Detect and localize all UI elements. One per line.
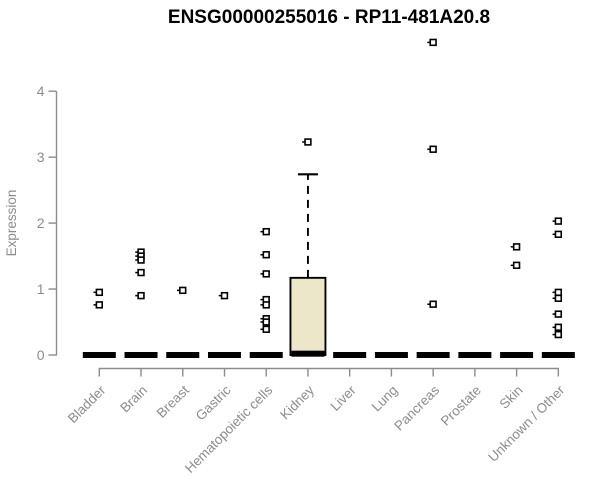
median-bar xyxy=(207,352,241,358)
x-tick-label: Unknown / Other xyxy=(485,382,568,465)
outlier-point xyxy=(137,268,145,277)
y-tick-label: 4 xyxy=(37,83,45,99)
outlier-point xyxy=(137,256,145,264)
x-tick-label: Pancreas xyxy=(391,382,442,433)
outlier-point xyxy=(304,138,312,146)
outlier-point xyxy=(95,288,104,297)
median-bar xyxy=(416,352,450,358)
outlier-point xyxy=(554,294,563,302)
median-bar xyxy=(541,352,575,358)
outlier-point xyxy=(554,288,563,297)
outlier-point xyxy=(262,301,270,309)
outlier-point xyxy=(262,318,270,326)
plot-area xyxy=(82,38,575,358)
x-tick-label: Gastric xyxy=(193,382,234,423)
x-tick-label: Liver xyxy=(328,382,360,414)
y-tick-label: 2 xyxy=(37,215,45,231)
y-axis-title: Expression xyxy=(4,190,19,257)
median-bar xyxy=(333,352,367,358)
outlier-point xyxy=(262,325,270,333)
x-tick-label: Kidney xyxy=(277,382,317,422)
outlier-point xyxy=(429,145,437,153)
median-bar xyxy=(374,352,408,358)
y-tick-label: 0 xyxy=(37,347,45,363)
outlier-point xyxy=(554,310,563,318)
outlier-point xyxy=(429,38,437,47)
outlier-point xyxy=(429,300,437,308)
median-bar xyxy=(291,350,325,357)
x-tick-label: Bladder xyxy=(65,382,109,426)
y-axis: 0 1 2 3 4 xyxy=(37,83,58,363)
median-bar xyxy=(124,352,158,358)
median-bar xyxy=(500,352,534,358)
outlier-point xyxy=(554,323,563,332)
outlier-point xyxy=(512,243,521,251)
outlier-point xyxy=(262,270,270,278)
x-tick-label: Breast xyxy=(154,382,192,420)
outlier-point xyxy=(179,286,187,295)
outlier-point xyxy=(95,301,104,309)
outlier-point xyxy=(512,261,521,270)
outlier-point xyxy=(220,291,229,300)
outlier-point xyxy=(137,291,145,300)
box xyxy=(289,276,327,356)
x-tick-label: Brain xyxy=(117,383,150,416)
x-tick-label: Skin xyxy=(497,383,526,412)
x-tick-label: Lung xyxy=(369,383,401,415)
outlier-point xyxy=(554,217,563,225)
outlier-point xyxy=(262,251,270,259)
chart-title: ENSG00000255016 - RP11-481A20.8 xyxy=(168,7,490,28)
median-bar xyxy=(82,352,116,358)
y-tick-label: 3 xyxy=(37,149,45,165)
outlier-point xyxy=(554,230,563,239)
outlier-point xyxy=(554,330,563,339)
outlier-point xyxy=(262,227,270,236)
median-bar xyxy=(249,352,283,358)
y-tick-label: 1 xyxy=(37,281,45,297)
median-bar xyxy=(458,352,492,358)
median-bar xyxy=(166,352,200,358)
x-tick-label: Prostate xyxy=(438,383,484,429)
